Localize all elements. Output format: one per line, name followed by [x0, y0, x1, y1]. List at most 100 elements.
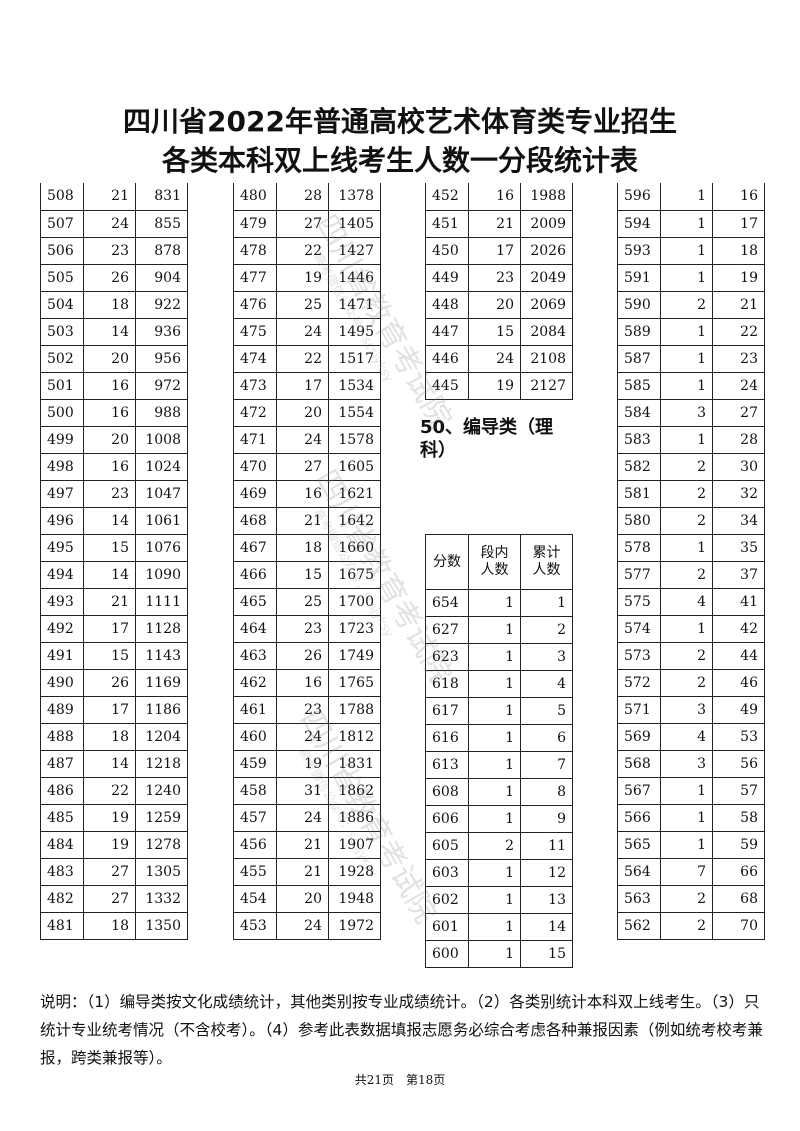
table-row: 565 1 59	[617, 830, 765, 859]
count-cell: 15	[83, 641, 136, 670]
count-cell: 15	[83, 533, 136, 562]
table-row: 463 26 1749	[233, 641, 381, 670]
count-cell: 1	[468, 940, 521, 968]
table-row: 494 14 1090	[40, 560, 188, 589]
table-row: 502 20 956	[40, 344, 188, 373]
score-cell: 474	[233, 344, 277, 373]
table-row: 466 15 1675	[233, 560, 381, 589]
count-cell: 24	[83, 209, 136, 238]
table-row: 507 24 855	[40, 209, 188, 238]
table-row: 606 1 9	[425, 805, 573, 833]
count-cell: 2	[660, 479, 713, 508]
cumulative-cell: 18	[712, 236, 765, 265]
cumulative-cell: 68	[712, 884, 765, 913]
cumulative-cell: 28	[712, 425, 765, 454]
cumulative-cell: 1765	[328, 668, 381, 697]
count-cell: 27	[83, 884, 136, 913]
count-cell: 22	[276, 236, 329, 265]
section-heading: 50、编导类（理科）	[420, 417, 554, 461]
cumulative-cell: 34	[712, 506, 765, 535]
notes: 说明：（1）编导类按文化成绩统计，其他类别按专业成绩统计。（2）各类别统计本科双…	[40, 993, 763, 1067]
count-cell: 15	[468, 317, 521, 346]
score-cell: 462	[233, 668, 277, 697]
score-cell: 590	[617, 290, 661, 319]
score-cell: 457	[233, 803, 277, 832]
score-cell: 452	[425, 183, 469, 211]
cumulative-cell: 1	[520, 589, 573, 617]
table-row: 616 1 6	[425, 724, 573, 752]
count-cell: 3	[660, 749, 713, 778]
cumulative-cell: 2026	[520, 236, 573, 265]
score-cell: 587	[617, 344, 661, 373]
cumulative-cell: 1723	[328, 614, 381, 643]
table-row: 601 1 14	[425, 913, 573, 941]
count-cell: 1	[660, 263, 713, 292]
table-row: 448 20 2069	[425, 290, 573, 319]
score-cell: 564	[617, 857, 661, 886]
count-cell: 2	[660, 668, 713, 697]
cumulative-cell: 988	[135, 398, 188, 427]
cumulative-cell: 1605	[328, 452, 381, 481]
table-row: 582 2 30	[617, 452, 765, 481]
table-row: 472 20 1554	[233, 398, 381, 427]
score-cell: 507	[40, 209, 84, 238]
table-row: 613 1 7	[425, 751, 573, 779]
count-cell: 7	[660, 857, 713, 886]
table-row: 618 1 4	[425, 670, 573, 698]
cumulative-cell: 1471	[328, 290, 381, 319]
table-row: 473 17 1534	[233, 371, 381, 400]
table-row: 481 18 1350	[40, 911, 188, 940]
count-cell: 1	[660, 183, 713, 211]
cumulative-cell: 1076	[135, 533, 188, 562]
cumulative-cell: 1578	[328, 425, 381, 454]
table-row: 569 4 53	[617, 722, 765, 751]
cumulative-cell: 1534	[328, 371, 381, 400]
score-cell: 470	[233, 452, 277, 481]
cumulative-cell: 1259	[135, 803, 188, 832]
count-cell: 17	[83, 695, 136, 724]
table-row: 584 3 27	[617, 398, 765, 427]
count-cell: 24	[276, 803, 329, 832]
table-row: 508 21 831	[40, 183, 188, 211]
table-row: 484 19 1278	[40, 830, 188, 859]
cumulative-cell: 1090	[135, 560, 188, 589]
cumulative-cell: 58	[712, 803, 765, 832]
cumulative-cell: 32	[712, 479, 765, 508]
table-row: 503 14 936	[40, 317, 188, 346]
cumulative-cell: 8	[520, 778, 573, 806]
count-cell: 2	[660, 290, 713, 319]
score-table-col-2: 480 28 1378 479 27 1405 478 22 1427 477 19 1446 476 2…	[233, 183, 381, 940]
score-cell: 482	[40, 884, 84, 913]
cumulative-cell: 1907	[328, 830, 381, 859]
count-cell: 22	[83, 776, 136, 805]
cumulative-cell: 1204	[135, 722, 188, 751]
count-cell: 1	[468, 859, 521, 887]
score-cell: 601	[425, 913, 469, 941]
table-row: 591 1 19	[617, 263, 765, 292]
score-cell: 445	[425, 371, 469, 400]
score-cell: 456	[233, 830, 277, 859]
table-row: 573 2 44	[617, 641, 765, 670]
table-row: 581 2 32	[617, 479, 765, 508]
cumulative-cell: 30	[712, 452, 765, 481]
score-cell: 571	[617, 695, 661, 724]
table-row: 478 22 1427	[233, 236, 381, 265]
score-cell: 508	[40, 183, 84, 211]
score-cell: 591	[617, 263, 661, 292]
count-cell: 26	[83, 668, 136, 697]
count-cell: 1	[660, 344, 713, 373]
table-row: 496 14 1061	[40, 506, 188, 535]
count-cell: 28	[276, 183, 329, 211]
count-cell: 1	[468, 751, 521, 779]
count-cell: 18	[83, 290, 136, 319]
cumulative-cell: 1700	[328, 587, 381, 616]
count-cell: 19	[83, 830, 136, 859]
score-cell: 485	[40, 803, 84, 832]
count-cell: 1	[660, 614, 713, 643]
score-cell: 584	[617, 398, 661, 427]
count-cell: 17	[468, 236, 521, 265]
score-cell: 603	[425, 859, 469, 887]
table-row: 476 25 1471	[233, 290, 381, 319]
cumulative-cell: 11	[520, 832, 573, 860]
